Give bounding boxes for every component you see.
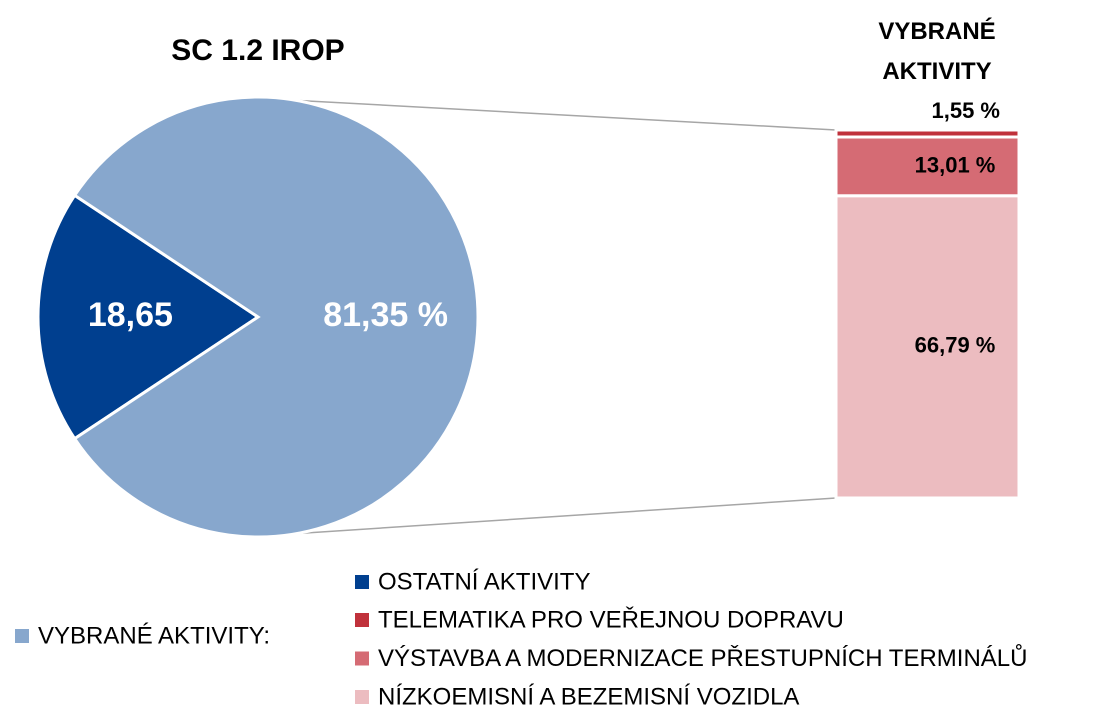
chart-title: SC 1.2 IROP (171, 34, 344, 67)
legend-swatch (355, 690, 369, 704)
connector-line (296, 99, 837, 131)
bar-title: VYBRANÉ AKTIVITY (878, 18, 996, 85)
pie-label: 81,35 % (323, 296, 448, 334)
legend-label: VYBRANÉ AKTIVITY: (38, 622, 270, 649)
legend-label: NÍZKOEMISNÍ A BEZEMISNÍ VOZIDLA (378, 683, 799, 710)
bar-label: 1,55 % (932, 98, 1001, 123)
legend-swatch (355, 575, 369, 589)
bar-label: 66,79 % (915, 333, 996, 358)
bar-segment (834, 135, 1021, 198)
pie-slice (36, 193, 261, 441)
connector-line (296, 497, 837, 535)
legend-swatch (355, 613, 369, 627)
bar-title-box: VYBRANÉ AKTIVITY (878, 18, 996, 85)
legend-label: VÝSTAVBA A MODERNIZACE PŘESTUPNÍCH TERMI… (378, 643, 1027, 672)
legend-label: OSTATNÍ AKTIVITY (378, 568, 590, 595)
legend-swatch (15, 629, 29, 643)
legend-label: TELEMATIKA PRO VEŘEJNOU DOPRAVU (378, 606, 844, 633)
legend-swatch (355, 651, 369, 666)
bar-segment (834, 194, 1021, 500)
pie-label: 18,65 (88, 296, 173, 334)
bar-label: 13,01 % (915, 152, 996, 177)
pie-slice (72, 95, 480, 539)
